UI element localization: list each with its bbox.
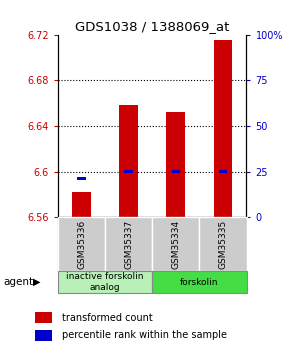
- Text: GSM35334: GSM35334: [171, 219, 180, 269]
- Text: agent: agent: [3, 277, 33, 287]
- Bar: [219, 170, 227, 173]
- Bar: [35, 330, 52, 341]
- Bar: [200, 217, 246, 271]
- Title: GDS1038 / 1388069_at: GDS1038 / 1388069_at: [75, 20, 229, 33]
- Bar: [58, 271, 152, 293]
- Bar: [152, 217, 200, 271]
- Bar: [152, 271, 246, 293]
- Text: GSM35336: GSM35336: [77, 219, 86, 269]
- Text: ▶: ▶: [33, 277, 41, 287]
- Bar: [166, 112, 185, 217]
- Bar: [172, 170, 180, 173]
- Bar: [213, 40, 232, 217]
- Text: percentile rank within the sample: percentile rank within the sample: [62, 330, 227, 340]
- Bar: [124, 170, 133, 173]
- Bar: [35, 312, 52, 323]
- Text: forskolin: forskolin: [180, 277, 219, 287]
- Text: GSM35337: GSM35337: [124, 219, 133, 269]
- Bar: [119, 105, 138, 217]
- Bar: [72, 192, 91, 217]
- Bar: [58, 217, 105, 271]
- Text: GSM35335: GSM35335: [218, 219, 227, 269]
- Text: inactive forskolin
analog: inactive forskolin analog: [66, 272, 144, 292]
- Bar: [105, 217, 152, 271]
- Bar: [77, 177, 86, 180]
- Text: transformed count: transformed count: [62, 313, 153, 323]
